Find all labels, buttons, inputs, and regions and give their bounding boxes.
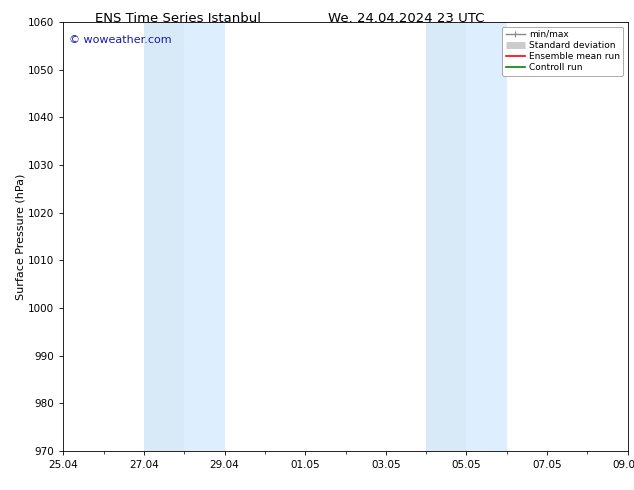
Bar xyxy=(184,22,224,451)
Bar xyxy=(426,22,467,451)
Text: © woweather.com: © woweather.com xyxy=(69,35,172,45)
Bar xyxy=(144,22,184,451)
Legend: min/max, Standard deviation, Ensemble mean run, Controll run: min/max, Standard deviation, Ensemble me… xyxy=(502,26,623,75)
Y-axis label: Surface Pressure (hPa): Surface Pressure (hPa) xyxy=(15,173,25,299)
Bar xyxy=(467,22,507,451)
Text: We. 24.04.2024 23 UTC: We. 24.04.2024 23 UTC xyxy=(328,12,484,25)
Text: ENS Time Series Istanbul: ENS Time Series Istanbul xyxy=(94,12,261,25)
